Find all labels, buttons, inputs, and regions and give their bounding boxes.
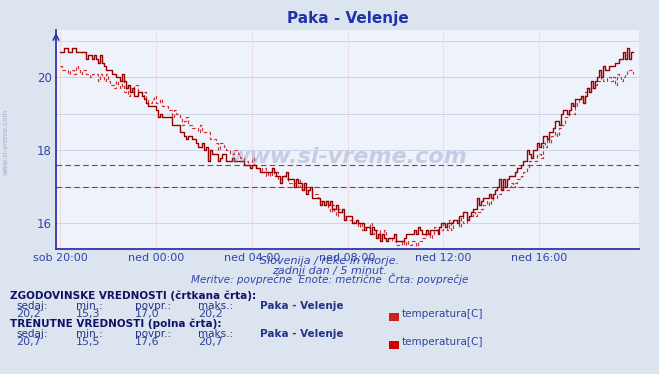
Text: Paka - Velenje: Paka - Velenje (260, 301, 344, 310)
Text: min.:: min.: (76, 301, 103, 310)
Text: povpr.:: povpr.: (135, 301, 171, 310)
Text: temperatura[C]: temperatura[C] (402, 337, 484, 347)
Text: www.si-vreme.com: www.si-vreme.com (229, 147, 467, 167)
Text: 20,7: 20,7 (16, 337, 42, 347)
Text: min.:: min.: (76, 329, 103, 338)
Text: Slovenija / reke in morje.: Slovenija / reke in morje. (260, 256, 399, 266)
Text: sedaj:: sedaj: (16, 301, 48, 310)
Text: 17,6: 17,6 (135, 337, 159, 347)
Text: maks.:: maks.: (198, 329, 233, 338)
Text: www.si-vreme.com: www.si-vreme.com (2, 109, 9, 175)
Text: zadnji dan / 5 minut.: zadnji dan / 5 minut. (272, 266, 387, 276)
Text: sedaj:: sedaj: (16, 329, 48, 338)
Text: 20,7: 20,7 (198, 337, 223, 347)
Text: TRENUTNE VREDNOSTI (polna črta):: TRENUTNE VREDNOSTI (polna črta): (10, 319, 221, 329)
Text: 20,2: 20,2 (16, 309, 42, 319)
Text: Paka - Velenje: Paka - Velenje (260, 329, 344, 338)
Text: 20,2: 20,2 (198, 309, 223, 319)
Title: Paka - Velenje: Paka - Velenje (287, 11, 409, 26)
Text: povpr.:: povpr.: (135, 329, 171, 338)
Text: 15,5: 15,5 (76, 337, 100, 347)
Text: Meritve: povprečne  Enote: metrične  Črta: povprečje: Meritve: povprečne Enote: metrične Črta:… (191, 273, 468, 285)
Text: ZGODOVINSKE VREDNOSTI (črtkana črta):: ZGODOVINSKE VREDNOSTI (črtkana črta): (10, 291, 256, 301)
Text: temperatura[C]: temperatura[C] (402, 309, 484, 319)
Text: 15,3: 15,3 (76, 309, 100, 319)
Text: 17,0: 17,0 (135, 309, 159, 319)
Text: maks.:: maks.: (198, 301, 233, 310)
